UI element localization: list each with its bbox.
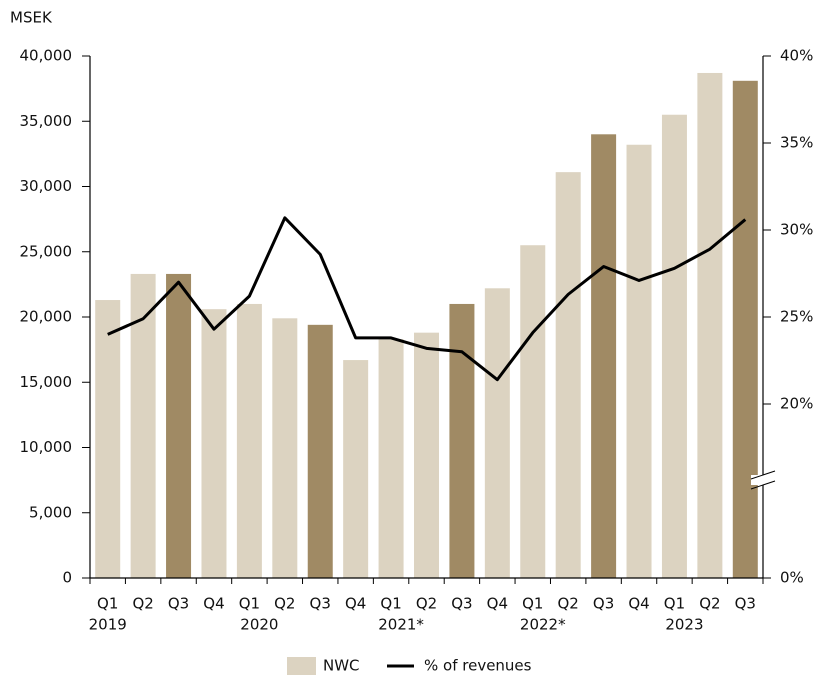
bar	[661, 114, 687, 578]
y2-tick-label: 35%	[780, 134, 813, 152]
x-tick-label: Q3	[310, 595, 331, 613]
bar	[272, 318, 298, 578]
bar	[414, 332, 439, 578]
y-tick-label: 5,000	[29, 503, 72, 521]
bar	[378, 339, 404, 578]
y-unit-label: MSEK	[10, 9, 53, 27]
x-tick-label: Q2	[699, 595, 720, 613]
x-tick-label: Q4	[487, 595, 508, 613]
bar	[449, 303, 475, 578]
x-tick-label: Q3	[451, 595, 472, 613]
year-label: 2023	[665, 616, 703, 634]
y2-tick-label: 40%	[780, 47, 813, 65]
x-tick-label: Q2	[416, 595, 437, 613]
bar	[130, 273, 156, 578]
bar	[307, 324, 333, 578]
legend-swatch	[287, 657, 316, 675]
y2-tick-label: 30%	[780, 221, 813, 239]
x-tick-label: Q1	[97, 595, 118, 613]
y2-tick-label: 20%	[780, 395, 813, 413]
y2-tick-label: 25%	[780, 308, 813, 326]
bar	[236, 303, 262, 578]
year-label: 2019	[89, 616, 127, 634]
bar	[591, 134, 617, 579]
bar	[697, 72, 723, 578]
x-tick-label: Q1	[522, 595, 543, 613]
y-tick-label: 40,000	[20, 47, 73, 65]
x-tick-label: Q1	[239, 595, 260, 613]
y2-tick-label: 0%	[780, 569, 804, 587]
x-tick-label: Q1	[380, 595, 401, 613]
x-tick-label: Q3	[593, 595, 614, 613]
x-tick-label: Q4	[345, 595, 366, 613]
year-label: 2022*	[520, 616, 566, 634]
y-tick-label: 30,000	[20, 177, 73, 195]
axis-break-gap	[751, 475, 775, 485]
bar	[343, 360, 369, 578]
y-tick-label: 25,000	[20, 242, 73, 260]
bar	[555, 172, 581, 578]
bar	[520, 245, 546, 578]
y-tick-label: 20,000	[20, 308, 73, 326]
bar	[95, 300, 121, 578]
x-tick-label: Q4	[203, 595, 224, 613]
legend-label: NWC	[323, 657, 360, 675]
bar	[166, 273, 192, 578]
y-tick-label: 35,000	[20, 112, 73, 130]
x-tick-label: Q3	[735, 595, 756, 613]
bar	[626, 144, 652, 579]
x-tick-label: Q2	[132, 595, 153, 613]
year-label: 2020	[240, 616, 278, 634]
axis-break	[750, 470, 776, 480]
x-tick-label: Q3	[168, 595, 189, 613]
y-tick-label: 10,000	[20, 438, 73, 456]
bar	[484, 288, 510, 578]
x-tick-label: Q1	[664, 595, 685, 613]
year-label: 2021*	[378, 616, 424, 634]
x-tick-label: Q2	[558, 595, 579, 613]
y-tick-label: 0	[62, 569, 72, 587]
y-tick-label: 15,000	[20, 373, 73, 391]
bar	[732, 80, 758, 579]
bar	[201, 309, 227, 578]
line	[107, 216, 747, 382]
x-tick-label: Q2	[274, 595, 295, 613]
axis-break	[750, 480, 776, 490]
legend-label: % of revenues	[424, 657, 532, 675]
x-tick-label: Q4	[628, 595, 649, 613]
